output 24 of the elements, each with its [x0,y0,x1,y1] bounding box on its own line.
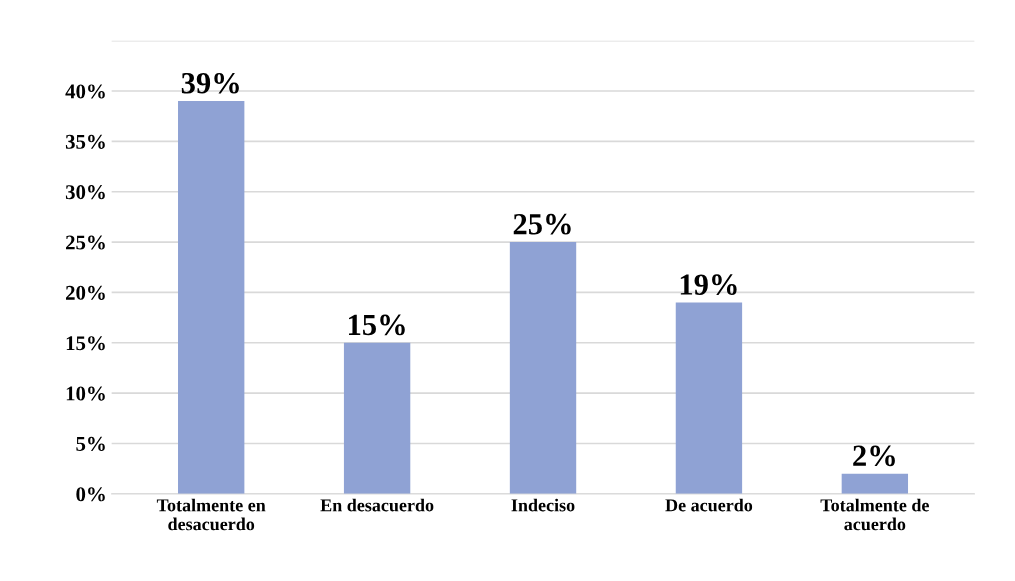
y-tick-label: 35% [65,134,105,149]
bar [509,242,577,494]
x-tick-label: Totalmente de acuerdo [820,498,929,531]
bar [841,473,909,494]
x-tick-label: Totalmente en desacuerdo [156,498,266,531]
data-label: 25% [513,213,571,235]
y-tick-label: 20% [66,285,105,300]
y-tick-label: 25% [66,235,105,250]
data-label: 2% [853,445,895,467]
y-tick-label: 30% [65,185,105,200]
x-tick-label: Indeciso [511,498,575,512]
y-tick-label: 40% [65,84,105,99]
y-tick-label: 10% [66,386,105,401]
data-label: 19% [680,274,737,296]
data-label: 15% [349,314,405,336]
bar [178,101,245,494]
data-label: 39% [181,72,239,94]
bar [343,342,411,494]
y-tick-label: 0% [76,487,105,502]
x-tick-label: De acuerdo [665,498,753,512]
y-tick-label: 15% [66,336,105,351]
y-tick-label: 5% [76,436,105,451]
bar [675,302,743,494]
x-tick-label: En desacuerdo [320,498,434,512]
